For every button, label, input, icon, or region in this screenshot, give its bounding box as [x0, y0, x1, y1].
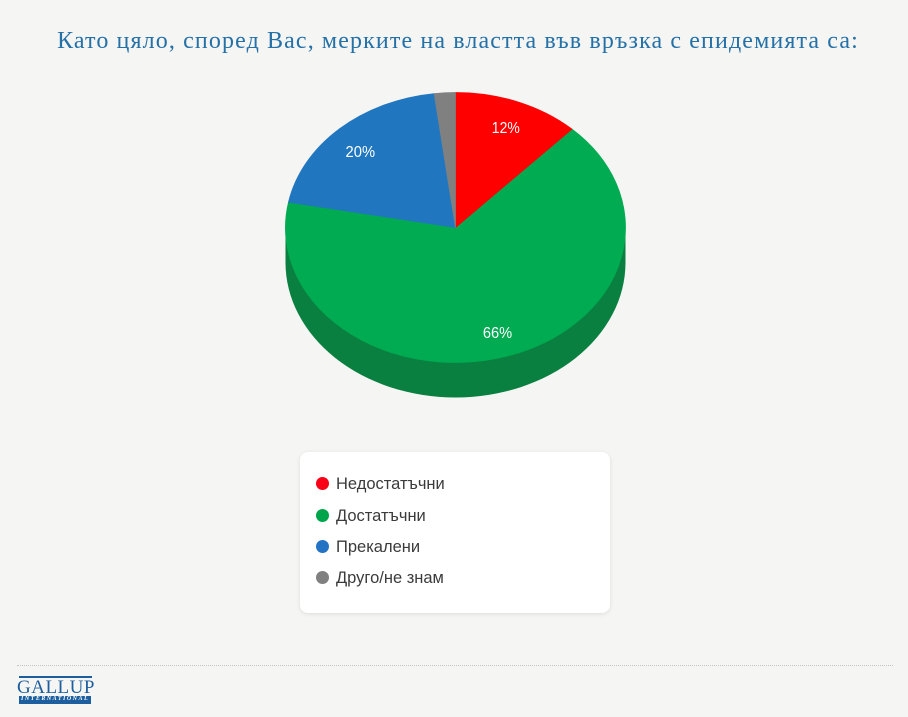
- svg-text:20%: 20%: [346, 144, 376, 161]
- svg-text:12%: 12%: [492, 120, 520, 137]
- svg-text:66%: 66%: [483, 325, 512, 342]
